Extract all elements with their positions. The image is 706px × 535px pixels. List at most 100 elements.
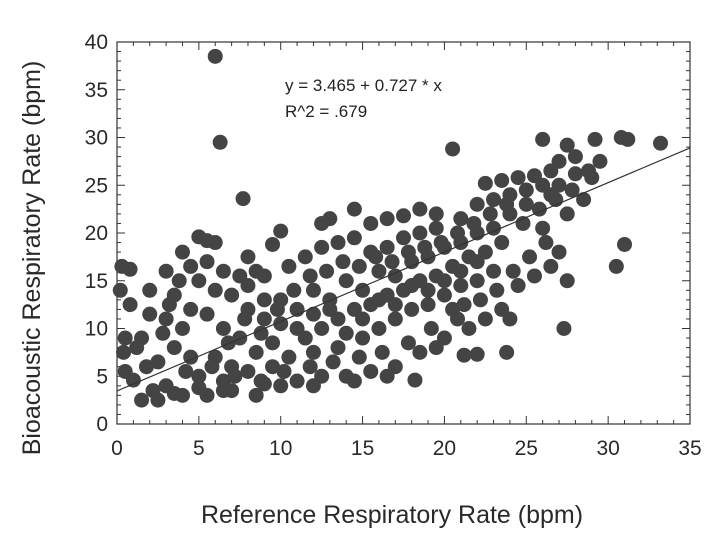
- data-point: [240, 249, 256, 265]
- data-point: [412, 344, 428, 360]
- data-point: [417, 239, 433, 255]
- data-point: [522, 249, 538, 265]
- data-point: [396, 230, 411, 246]
- data-point: [587, 131, 603, 147]
- data-point: [453, 278, 469, 294]
- data-point: [518, 196, 534, 212]
- x-axis-title: Reference Respiratory Rate (bpm): [201, 501, 583, 529]
- data-point: [335, 254, 351, 270]
- data-point: [486, 263, 502, 279]
- data-point: [559, 206, 575, 222]
- data-point: [543, 258, 559, 274]
- annotation-r-squared: R^2 = .679: [285, 102, 367, 121]
- data-point: [158, 263, 174, 279]
- data-point: [117, 330, 133, 346]
- data-point: [400, 335, 416, 351]
- data-point: [436, 287, 452, 303]
- data-point: [436, 273, 452, 289]
- data-point: [237, 311, 253, 327]
- data-point: [220, 335, 236, 351]
- data-point: [494, 235, 510, 251]
- data-point: [253, 325, 269, 341]
- data-point: [273, 378, 289, 394]
- data-point: [477, 175, 493, 191]
- data-point: [469, 254, 485, 270]
- data-point: [510, 278, 526, 294]
- data-point: [346, 230, 362, 246]
- data-point: [191, 368, 207, 384]
- data-point: [142, 282, 158, 298]
- data-point: [134, 392, 150, 408]
- data-point: [276, 363, 292, 379]
- data-point: [199, 254, 215, 270]
- data-point: [510, 170, 526, 186]
- data-point: [502, 311, 518, 327]
- data-point: [305, 378, 321, 394]
- y-tick-label: 30: [85, 127, 108, 150]
- data-point: [456, 297, 472, 313]
- x-tick-label: 25: [515, 437, 538, 460]
- y-tick-label: 35: [85, 79, 108, 102]
- data-point: [556, 321, 572, 336]
- data-point: [269, 301, 285, 317]
- y-tick-label: 0: [96, 413, 108, 436]
- data-point: [174, 244, 190, 260]
- data-point: [423, 321, 439, 336]
- data-point: [363, 363, 379, 379]
- data-point: [379, 211, 395, 227]
- data-point: [387, 297, 403, 313]
- data-point: [592, 153, 608, 169]
- data-point: [129, 340, 145, 356]
- data-point: [322, 301, 338, 317]
- data-point: [355, 330, 371, 346]
- data-point: [617, 236, 633, 252]
- data-point: [469, 196, 485, 212]
- data-point: [412, 225, 428, 241]
- data-point: [351, 349, 367, 365]
- data-point: [289, 321, 305, 336]
- y-tick-label: 15: [85, 270, 108, 293]
- y-axis: 0 5 10 15 20 25 30 35 40: [85, 31, 690, 436]
- data-point: [207, 282, 223, 298]
- x-tick-label: 30: [596, 437, 619, 460]
- data-point: [183, 258, 199, 274]
- data-point: [215, 263, 231, 279]
- annotation-equation: y = 3.465 + 0.727 * x: [285, 76, 442, 95]
- points-layer: [112, 48, 669, 408]
- data-point: [150, 354, 166, 370]
- data-point: [384, 254, 400, 270]
- data-point: [224, 287, 240, 303]
- y-tick-label: 25: [85, 174, 108, 197]
- data-point: [499, 196, 515, 212]
- data-point: [551, 153, 567, 169]
- data-point: [116, 344, 132, 360]
- data-point: [482, 206, 498, 222]
- data-point: [273, 223, 289, 239]
- data-point: [142, 306, 158, 322]
- data-point: [281, 258, 297, 274]
- data-point: [265, 236, 281, 252]
- data-point: [371, 321, 387, 336]
- data-point: [420, 297, 436, 313]
- data-point: [281, 349, 297, 365]
- data-point: [256, 376, 272, 392]
- data-point: [400, 244, 416, 260]
- data-point: [526, 268, 542, 284]
- data-point: [407, 372, 423, 388]
- data-point: [314, 239, 330, 255]
- data-point: [248, 344, 264, 360]
- data-point: [456, 347, 472, 363]
- data-point: [338, 273, 354, 289]
- data-point: [608, 258, 624, 274]
- data-point: [518, 182, 534, 198]
- x-tick-label: 0: [111, 437, 123, 460]
- data-point: [535, 220, 551, 236]
- data-point: [428, 206, 444, 222]
- data-point: [330, 340, 346, 356]
- data-point: [436, 330, 452, 346]
- data-point: [450, 311, 466, 327]
- y-tick-label: 10: [85, 318, 108, 341]
- data-point: [580, 163, 596, 179]
- data-point: [227, 368, 243, 384]
- data-point: [145, 383, 161, 399]
